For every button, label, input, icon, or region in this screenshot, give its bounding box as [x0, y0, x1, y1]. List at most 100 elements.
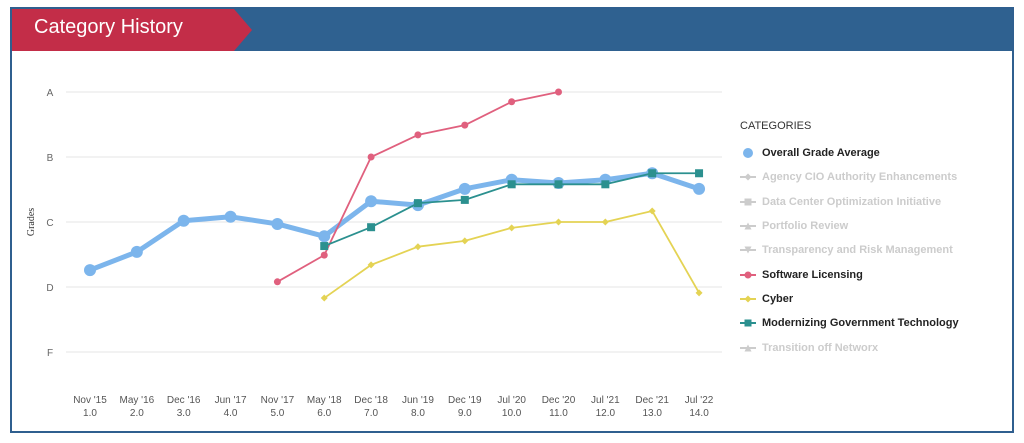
data-point — [648, 169, 657, 178]
data-point — [367, 153, 375, 161]
y-tick-label: C — [46, 218, 53, 229]
legend-item-overall-grade-average[interactable]: Overall Grade Average — [740, 141, 959, 165]
data-point — [320, 242, 329, 251]
marker-icon — [744, 295, 752, 303]
x-tick-number: 9.0 — [458, 408, 472, 419]
x-tick-number: 10.0 — [502, 408, 522, 419]
data-point — [460, 195, 469, 204]
data-point — [461, 237, 469, 245]
legend-item-portfolio-review[interactable]: Portfolio Review — [740, 214, 959, 238]
x-tick-number: 5.0 — [270, 408, 284, 419]
data-point — [318, 230, 331, 243]
data-point — [177, 214, 190, 227]
legend-label: Transition off Networx — [762, 341, 879, 354]
x-tick-label: Dec '20 — [542, 395, 576, 406]
x-tick-label: Dec '16 — [167, 395, 201, 406]
data-point — [693, 182, 706, 195]
legend-title: CATEGORIES — [740, 120, 812, 132]
legend-label: Data Center Optimization Initiative — [762, 195, 942, 208]
x-tick-label: Jun '19 — [402, 395, 434, 406]
legend-item-transition-off-networx[interactable]: Transition off Networx — [740, 335, 959, 359]
data-point — [695, 169, 704, 178]
x-tick-label: Nov '15 — [73, 395, 107, 406]
data-point — [320, 294, 328, 302]
triangle-marker-icon — [740, 344, 756, 352]
x-tick-number: 6.0 — [317, 408, 331, 419]
diamond-marker-icon — [740, 173, 756, 181]
legend-item-transparency-and-risk-management[interactable]: Transparency and Risk Management — [740, 238, 959, 262]
x-tick-label: Nov '17 — [261, 395, 295, 406]
legend-label: Modernizing Government Technology — [762, 317, 959, 330]
data-point — [320, 251, 328, 259]
legend-label: Software Licensing — [762, 268, 863, 281]
x-tick-number: 7.0 — [364, 408, 378, 419]
x-tick-number: 14.0 — [689, 408, 709, 419]
square-marker-icon — [740, 198, 756, 206]
x-tick-label: Jul '20 — [497, 395, 526, 406]
data-point — [648, 207, 656, 215]
data-point — [414, 243, 422, 251]
square-marker-icon — [740, 319, 756, 327]
data-point — [271, 217, 284, 230]
data-point — [367, 261, 375, 269]
data-point — [554, 180, 563, 189]
panel-header: Category History — [12, 9, 1012, 51]
data-point — [458, 182, 471, 195]
triangle-marker-icon — [740, 222, 756, 230]
x-tick-label: Dec '18 — [354, 395, 388, 406]
title-tab: Category History — [12, 9, 252, 51]
x-tick-number: 11.0 — [549, 408, 568, 419]
x-tick-number: 3.0 — [177, 408, 191, 419]
data-point — [508, 98, 516, 106]
series-modernizing-government-technology — [320, 169, 704, 251]
marker-icon — [744, 222, 752, 230]
circle-marker-icon — [740, 271, 756, 279]
legend-label: Agency CIO Authority Enhancements — [762, 171, 958, 184]
x-tick-number: 1.0 — [83, 408, 97, 419]
marker-icon — [743, 148, 753, 159]
y-tick-label: F — [47, 348, 53, 359]
x-tick-number: 13.0 — [642, 408, 662, 419]
legend-item-agency-cio-authority-enhancements[interactable]: Agency CIO Authority Enhancements — [740, 165, 959, 189]
series-line — [89, 170, 700, 273]
marker-icon — [744, 246, 752, 254]
x-tick-label: Jul '21 — [591, 395, 620, 406]
data-point — [695, 289, 703, 297]
y-tick-label: D — [46, 283, 53, 294]
marker-icon — [744, 319, 752, 327]
legend-label: Transparency and Risk Management — [762, 244, 953, 257]
series-software-licensing — [273, 88, 562, 286]
marker-icon — [744, 198, 752, 206]
data-point — [413, 199, 422, 208]
circle-marker-icon — [743, 148, 753, 159]
panel-title: Category History — [34, 16, 183, 38]
data-point — [555, 88, 562, 96]
data-point — [601, 180, 610, 189]
data-point — [273, 278, 281, 286]
panel-frame: Category History — [10, 7, 1014, 433]
x-tick-number: 4.0 — [224, 408, 238, 419]
data-point — [555, 218, 562, 226]
data-point — [84, 264, 96, 277]
legend: CATEGORIES Overall Grade Average Agency C… — [740, 120, 959, 360]
legend-label: Overall Grade Average — [762, 147, 880, 160]
marker-icon — [744, 344, 752, 352]
triangle-down-marker-icon — [740, 246, 756, 254]
data-point — [224, 210, 237, 223]
x-tick-label: Dec '19 — [448, 395, 482, 406]
data-point — [365, 195, 378, 208]
data-point — [508, 224, 516, 232]
diamond-marker-icon — [740, 295, 756, 303]
legend-item-cyber[interactable]: Cyber — [740, 287, 959, 311]
data-point — [414, 131, 422, 139]
legend-item-software-licensing[interactable]: Software Licensing — [740, 262, 959, 286]
legend-item-data-center-optimization-initiative[interactable]: Data Center Optimization Initiative — [740, 190, 959, 214]
data-point — [601, 218, 609, 226]
marker-icon — [744, 271, 752, 279]
legend-item-modernizing-government-technology[interactable]: Modernizing Government Technology — [740, 311, 959, 335]
series-cyber — [320, 207, 703, 302]
x-tick-number: 8.0 — [411, 408, 425, 419]
data-point — [130, 245, 143, 258]
